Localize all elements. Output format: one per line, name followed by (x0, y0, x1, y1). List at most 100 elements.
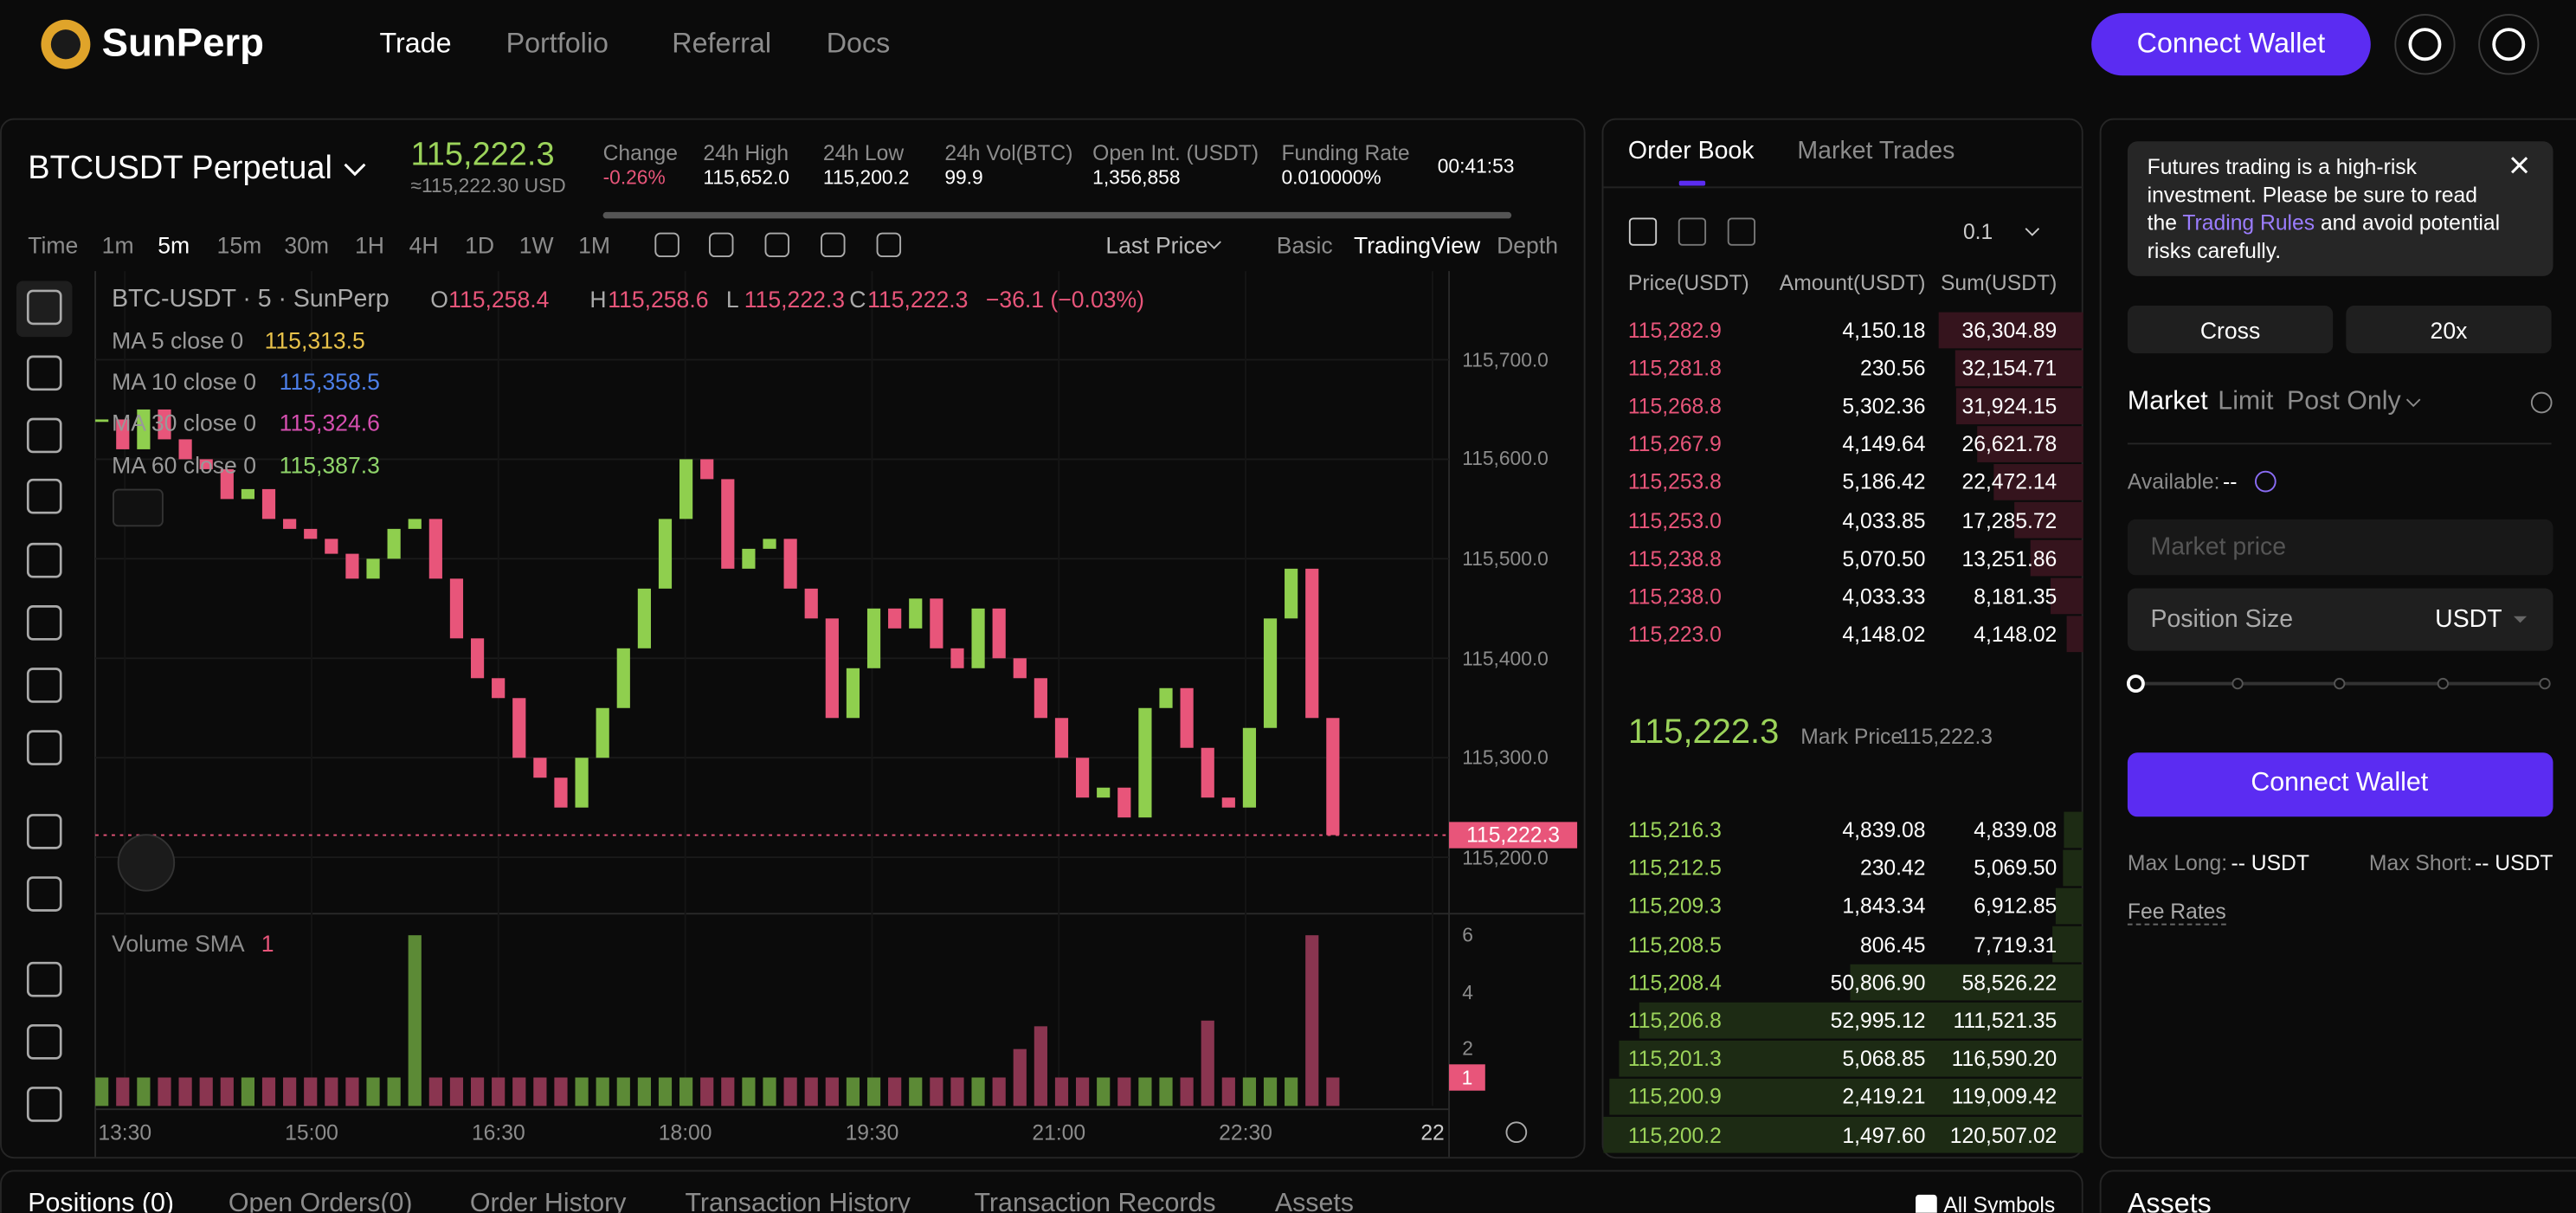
stat-value: -0.26% (602, 165, 666, 190)
ma-value: 115,358.5 (279, 368, 380, 395)
candle (1242, 727, 1257, 808)
view-tab[interactable]: TradingView (1353, 231, 1481, 258)
price-placeholder[interactable]: Market price (2150, 532, 2287, 562)
volume-bar (220, 1077, 234, 1107)
volume-bar (241, 1077, 255, 1107)
connect-wallet[interactable]: Connect Wallet (2136, 28, 2326, 60)
margin-option[interactable]: 20x (2430, 317, 2468, 344)
interval[interactable]: 1D (465, 231, 495, 258)
bottom-tab[interactable]: Open Orders(0) (228, 1190, 413, 1213)
stat-value: 115,652.0 (703, 165, 789, 190)
ohlc-key: H (589, 286, 607, 313)
drawing-tool (26, 355, 62, 391)
book-view-icon (1678, 217, 1707, 246)
drawing-tool (26, 478, 62, 514)
margin-option[interactable]: Cross (2199, 317, 2261, 344)
y-tick-label: 115,200.0 (1462, 845, 1549, 869)
book-sum: 119,009.42 (1951, 1084, 2058, 1109)
interval[interactable]: 30m (284, 231, 330, 258)
volume-bar (596, 1077, 609, 1107)
tab[interactable]: Order Book (1627, 137, 1755, 165)
book-price: 115,238.0 (1627, 584, 1722, 609)
ma-name: MA 30 close 0 (112, 409, 256, 436)
mark-price: 115,222.3 (1899, 724, 1993, 749)
slider-dot (2437, 677, 2449, 690)
volume-bar (449, 1077, 464, 1107)
candle (742, 548, 756, 569)
slider-dot (2231, 677, 2244, 690)
symbol[interactable]: BTCUSDT Perpetual (28, 150, 332, 187)
drawing-tool (26, 876, 62, 912)
candle (387, 528, 401, 559)
bottom-tab[interactable]: Transaction Records (974, 1190, 1216, 1213)
add-icon (2255, 470, 2277, 493)
book-price: 115,212.5 (1627, 855, 1722, 881)
candle (95, 419, 109, 423)
view-tab[interactable]: Depth (1497, 231, 1558, 258)
ohlc-value: 115,258.6 (608, 286, 709, 313)
interval[interactable]: 1M (578, 231, 611, 258)
book-amount: 5,186.42 (1842, 469, 1926, 495)
order-type[interactable]: Market (2127, 387, 2208, 416)
x-tick-label: 13:30 (98, 1119, 152, 1145)
volume-bar (325, 1077, 338, 1107)
max-long-label: Max Long: (2127, 850, 2228, 875)
ohlc-value: 115,258.4 (448, 286, 550, 313)
volume-bar (742, 1077, 756, 1107)
interval[interactable]: 15m (216, 231, 262, 258)
slider-dot (2334, 677, 2346, 690)
view-tab[interactable]: Basic (1276, 231, 1333, 258)
order-type[interactable]: Post Only (2287, 387, 2401, 416)
ma-value: 115,313.5 (264, 326, 365, 354)
settings-icon (1505, 1121, 1528, 1144)
nav-link[interactable]: Docs (826, 28, 891, 60)
book-price: 115,208.4 (1627, 970, 1722, 995)
stat-label: Change (602, 140, 679, 165)
bottom-tab[interactable]: Transaction History (685, 1190, 911, 1213)
notice-link[interactable]: Trading Rules (2182, 210, 2315, 236)
volume-bar (1285, 1077, 1298, 1107)
volume-bar (387, 1077, 401, 1107)
candle (888, 608, 902, 629)
book-view-icon (1628, 217, 1658, 246)
book-sum: 5,069.50 (1974, 855, 2058, 881)
tab[interactable]: Market Trades (1797, 137, 1955, 165)
margin-button (2127, 306, 2334, 354)
book-sum: 6,912.85 (1974, 894, 2058, 919)
depth-bar (1955, 388, 2083, 425)
legend-change: −36.1 (−0.03%) (985, 286, 1144, 313)
volume-bar (950, 1077, 964, 1107)
connect-wallet[interactable]: Connect Wallet (2251, 769, 2429, 797)
fee-rates[interactable]: Fee Rates (2127, 899, 2226, 926)
volume-bar (888, 1077, 902, 1107)
bottom-tab[interactable]: Assets (1274, 1190, 1354, 1213)
order-type[interactable]: Limit (2218, 387, 2274, 416)
interval[interactable]: 1H (354, 231, 384, 258)
ma-value: 115,387.3 (279, 451, 380, 479)
depth-bar (1639, 1002, 2083, 1039)
interval[interactable]: 1m (101, 231, 134, 258)
volume-bar (1159, 1077, 1173, 1107)
nav-link[interactable]: Referral (672, 28, 772, 60)
interval[interactable]: 4H (409, 231, 439, 258)
all-symbols[interactable]: All Symbols (1943, 1191, 2056, 1213)
book-price: 115,200.2 (1627, 1122, 1722, 1147)
nav-link[interactable]: Portfolio (506, 28, 609, 60)
volume-bar (1034, 1026, 1047, 1107)
candle (846, 668, 860, 719)
drawing-tool (26, 1087, 62, 1122)
candle (1097, 787, 1111, 798)
bottom-tab[interactable]: Positions (0) (28, 1190, 175, 1213)
nav-link[interactable]: Trade (379, 28, 452, 60)
interval[interactable]: 1W (518, 231, 554, 258)
interval[interactable]: 5m (158, 231, 190, 258)
book-sum: 58,526.22 (1961, 970, 2058, 995)
size-label[interactable]: Position Size (2150, 605, 2294, 634)
volume-tag-label: 1 (1461, 1066, 1473, 1089)
max-short-label: Max Short: (2368, 850, 2473, 875)
precision[interactable]: 0.1 (1962, 219, 1993, 244)
bottom-tab[interactable]: Order History (469, 1190, 627, 1213)
size-unit[interactable]: USDT (2435, 605, 2502, 634)
ohlc-key: C (849, 286, 866, 313)
price-type[interactable]: Last Price (1105, 231, 1208, 258)
